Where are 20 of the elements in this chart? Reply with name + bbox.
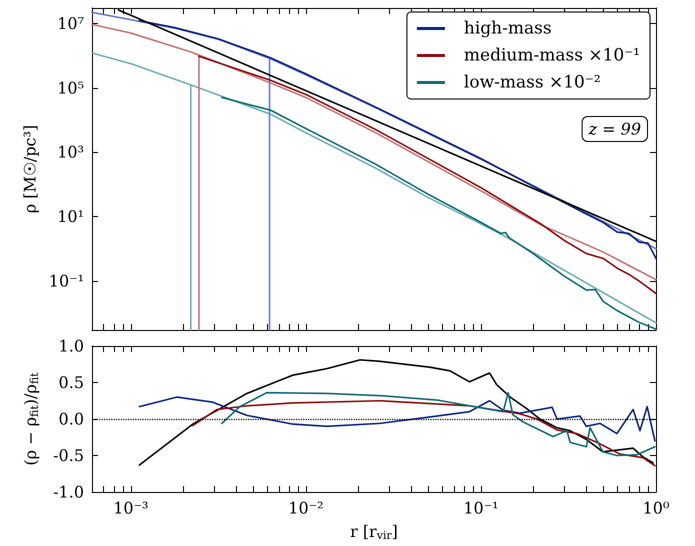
annotation: z = 99 xyxy=(588,120,642,138)
legend-label: high-mass xyxy=(464,18,552,38)
y-tick-label: -0.5 xyxy=(53,446,84,465)
legend-label: medium-mass ×10⁻¹ xyxy=(464,46,640,66)
y-tick-label: 10¹ xyxy=(57,207,84,226)
y-tick-label: 0.5 xyxy=(58,373,84,392)
x-tick-label: 10⁻³ xyxy=(113,498,148,518)
y-tick-label: -1.0 xyxy=(53,482,84,502)
y-axis-title: (ρ − ρfit)/ρfit xyxy=(21,372,41,466)
legend-label: low-mass ×10⁻² xyxy=(464,72,601,92)
y-tick-label: 0.0 xyxy=(58,410,84,428)
x-tick-label: 10⁻¹ xyxy=(463,498,499,518)
y-tick-label: 10³ xyxy=(57,142,84,162)
x-tick-label: 10⁰ xyxy=(642,498,670,518)
y-tick-label: 10⁻¹ xyxy=(48,271,84,290)
y-tick-label: 1.0 xyxy=(58,336,84,356)
y-tick-label: 10⁷ xyxy=(57,14,84,33)
x-tick-label: 10⁻² xyxy=(288,498,324,518)
y-axis-title: ρ [M☉/pc³] xyxy=(20,124,40,214)
y-tick-label: 10⁵ xyxy=(57,78,84,98)
